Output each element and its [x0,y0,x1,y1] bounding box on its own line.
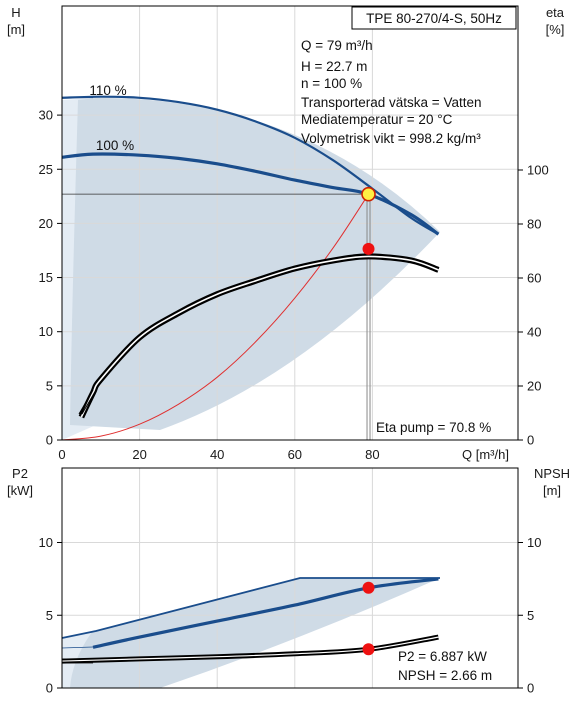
npsh-operating-point [362,643,375,656]
info-line: n = 100 % [301,76,362,91]
y-tick-label-left: 5 [46,378,53,393]
eta-note-bg [374,418,510,436]
y-axis-unit-h: [m] [7,22,25,37]
p2-range-area [70,578,440,688]
y-tick-label-left: 15 [39,270,53,285]
y-axis-unit-eta: [%] [546,22,565,37]
x-tick-label: 80 [365,447,379,462]
curve-label-110: 110 % [89,83,126,98]
y-tick-label-left: 20 [39,216,53,231]
eta-pump-note: Eta pump = 70.8 % [376,420,491,435]
p2-curve-100 [92,577,439,649]
y-axis-label-h: H [11,5,20,20]
x-axis-label: Q [m³/h] [462,447,509,462]
x-tick-label: 20 [132,447,146,462]
title-box [351,6,517,30]
info-line: Q = 79 m³/h [301,38,373,53]
y-tick-label-left: 10 [39,324,53,339]
y-tick-label-npsh: 0 [527,681,534,696]
operating-range-area [70,97,440,431]
y-tick-label-npsh: 5 [527,608,534,623]
bottom-plot-frame [61,467,519,689]
y-tick-label-right: 0 [527,433,534,448]
p2-value-note: P2 = 6.887 kW [398,649,487,664]
eta-curve-inner [80,255,439,418]
y-axis-label-npsh: NPSH [534,466,570,481]
y-axis-label-p2: P2 [12,466,28,481]
npsh-value-note: NPSH = 2.66 m [398,668,492,683]
y-tick-label-left: 25 [39,162,53,177]
y-tick-label-right: 20 [527,379,541,394]
curve-110 [61,95,439,236]
p2-curve-110 [61,577,440,639]
curve-label-100: 100 % [96,138,134,153]
x-tick-label: 60 [288,447,302,462]
y-tick-label-npsh: 10 [527,535,541,550]
x-tick-label: 0 [58,447,65,462]
eta-tail [81,389,97,415]
npsh-curve-inner [61,636,439,662]
y-tick-label-right: 80 [527,217,541,232]
p2-leadin [61,646,94,649]
y-tick-label-right: 40 [527,325,541,340]
y-axis-unit-npsh: [m] [543,483,561,498]
y-tick-label-p2: 5 [46,608,53,623]
x-tick-label: 40 [210,447,224,462]
info-line: H = 22.7 m [301,59,367,74]
chart-title: TPE 80-270/4-S, 50Hz [366,11,502,26]
y-axis-unit-p2: [kW] [7,483,33,498]
info-line: Transporterad vätska = Vatten [301,95,481,110]
eta-tail [78,389,94,415]
y-tick-label-left: 30 [39,108,53,123]
y-tick-label-p2: 0 [46,681,53,696]
y-tick-label-left: 0 [46,433,53,448]
head-operating-point [361,186,376,202]
y-tick-label-right: 100 [527,163,549,178]
info-line: Volymetrisk vikt = 998.2 kg/m³ [301,131,481,146]
eta-operating-point [362,242,375,255]
y-tick-label-p2: 10 [39,535,53,550]
curve-100-leadin [61,153,94,158]
y-axis-label-eta: eta [546,5,565,20]
info-line: Mediatemperatur = 20 °C [301,112,453,127]
p2-operating-point [362,581,375,594]
curve-100 [61,152,440,236]
y-tick-label-right: 60 [527,271,541,286]
